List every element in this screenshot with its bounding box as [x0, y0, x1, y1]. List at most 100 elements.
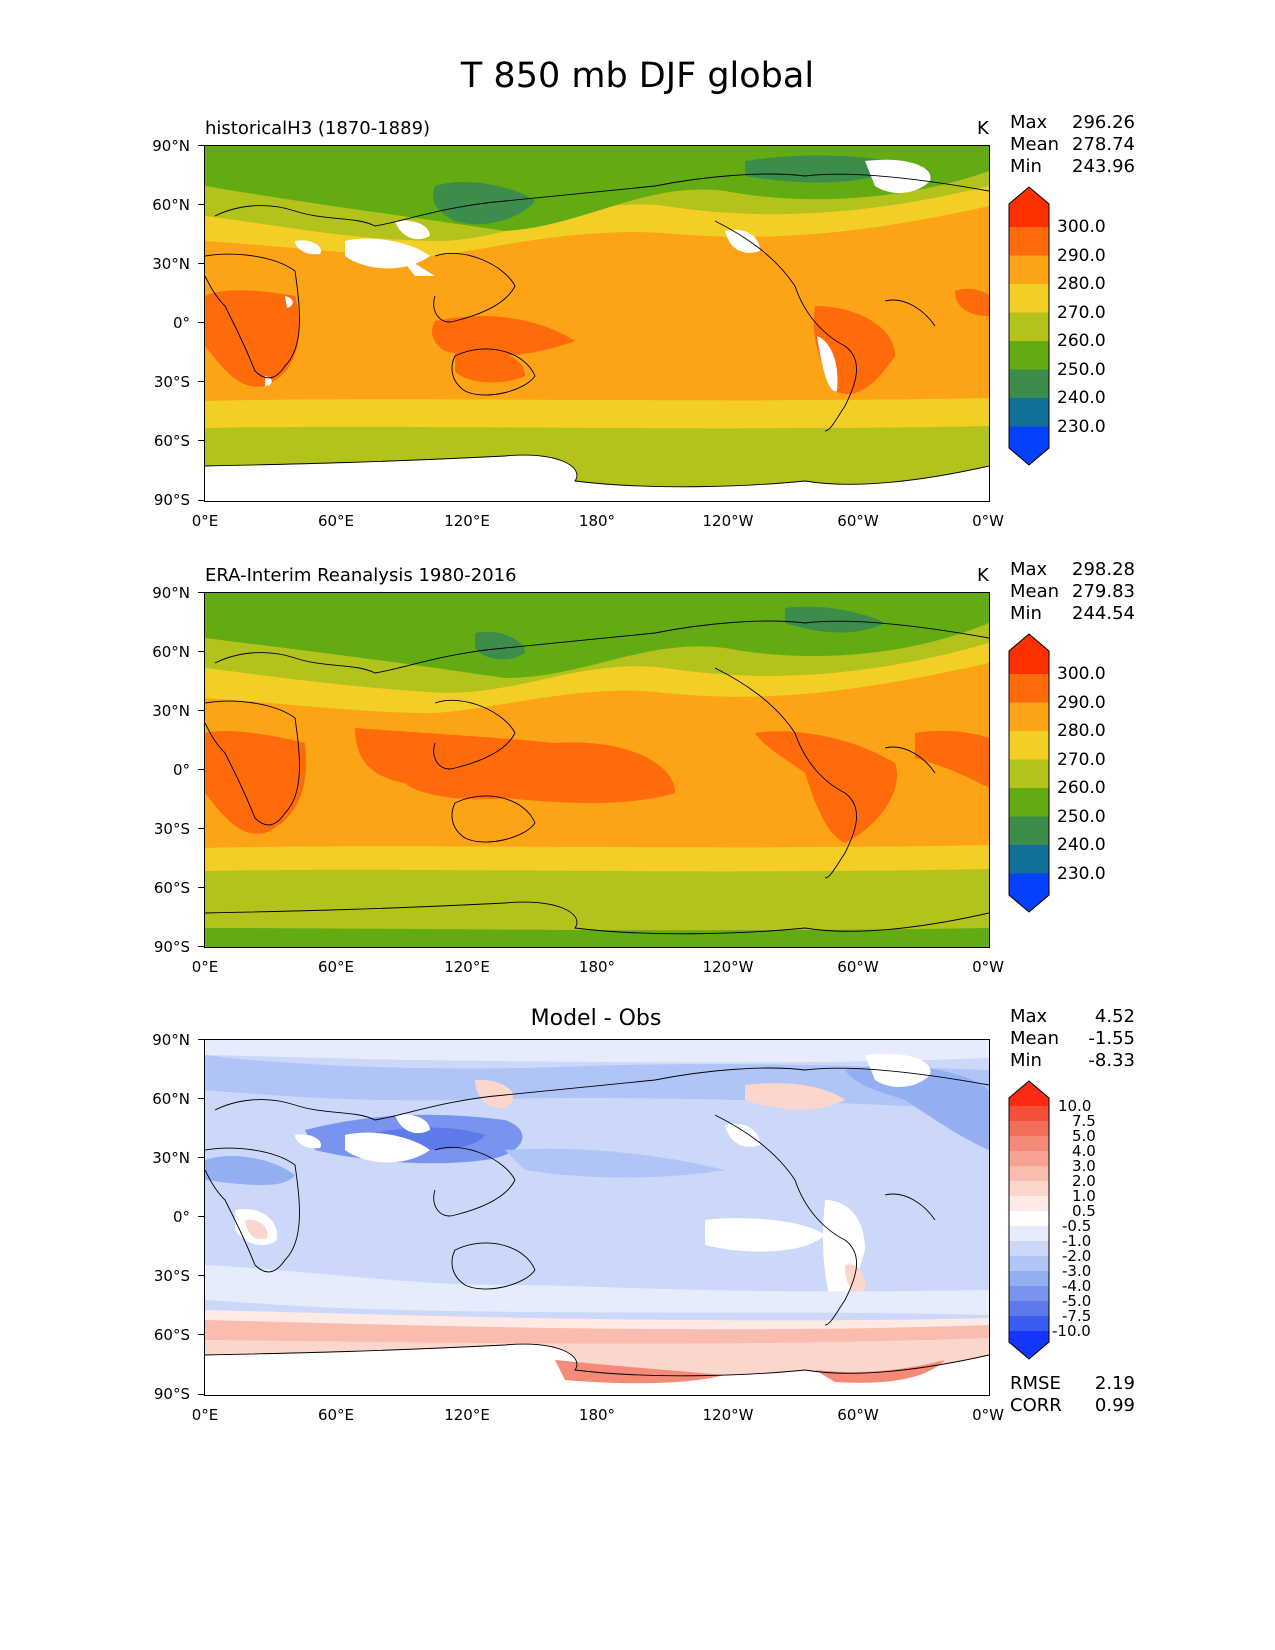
panel-3-lon-0w: 0°W	[972, 1406, 1004, 1424]
panel-1-map	[204, 145, 990, 502]
panel-3-cb-label: 10.0	[1058, 1097, 1092, 1115]
panel-3-cb-label: 4.0	[1072, 1142, 1096, 1160]
corr-value: 0.99	[1094, 1395, 1135, 1416]
panel-2-lat-90n: 90°N	[152, 584, 190, 602]
rmse-label: RMSE	[1010, 1373, 1061, 1394]
panel-2-cb-label: 230.0	[1057, 864, 1106, 884]
panel-2-cb-label: 270.0	[1057, 750, 1106, 770]
panel-1-cb-label: 290.0	[1057, 246, 1106, 266]
panel-2-lat-30n: 30°N	[152, 702, 190, 720]
panel-1-lat-0: 0°	[172, 314, 190, 332]
panel-2-lat-60s: 60°S	[153, 879, 190, 897]
panel-1-lat-90s: 90°S	[153, 491, 190, 509]
panel-1-cb-label: 300.0	[1057, 217, 1106, 237]
stat-min-label: Min	[1010, 156, 1042, 177]
panel-2-cb-label: 240.0	[1057, 835, 1106, 855]
stat-min-label: Min	[1010, 603, 1042, 624]
panel-1-lon-60e: 60°E	[317, 512, 355, 530]
panel-2-lat-30s: 30°S	[153, 820, 190, 838]
panel-1-stats: Max 296.26 Mean 278.74 Min 243.96	[1010, 112, 1135, 178]
panel-1-lat-60n: 60°N	[152, 196, 190, 214]
panel-1-lat-30s: 30°S	[153, 373, 190, 391]
panel-3-lon-0e: 0°E	[191, 1406, 219, 1424]
panel-2-lon-60e: 60°E	[317, 958, 355, 976]
panel-3-cb-label: -4.0	[1062, 1277, 1092, 1295]
panel-2-title: ERA-Interim Reanalysis 1980-2016	[205, 565, 517, 586]
panel-3-lat-30n: 30°N	[152, 1149, 190, 1167]
stat-max-value: 298.28	[1072, 559, 1135, 580]
stat-max-label: Max	[1010, 1006, 1048, 1027]
panel-1-lon-0w: 0°W	[972, 512, 1004, 530]
panel-1-lat-30n: 30°N	[152, 255, 190, 273]
rmse-value: 2.19	[1094, 1373, 1135, 1394]
panel-1-cb-label: 250.0	[1057, 360, 1106, 380]
stat-max-label: Max	[1010, 112, 1048, 133]
panel-2-lon-0e: 0°E	[191, 958, 219, 976]
stat-max-value: 4.52	[1094, 1006, 1135, 1027]
panel-3-cb-label: 5.0	[1072, 1127, 1096, 1145]
panel-1-cb-label: 270.0	[1057, 303, 1106, 323]
stat-mean-value: -1.55	[1088, 1028, 1135, 1049]
panel-3-cb-label: 3.0	[1072, 1157, 1096, 1175]
panel-1-cb-label: 240.0	[1057, 388, 1106, 408]
panel-2-lat-90s: 90°S	[153, 938, 190, 956]
figure-title: T 850 mb DJF global	[460, 56, 815, 96]
panel-1-lon-0e: 0°E	[191, 512, 219, 530]
panel-2-lon-60w: 60°W	[837, 958, 879, 976]
panel-2-cb-label: 260.0	[1057, 778, 1106, 798]
panel-2-map	[204, 592, 990, 948]
panel-1-cb-label: 260.0	[1057, 331, 1106, 351]
panel-3-lon-60w: 60°W	[837, 1406, 879, 1424]
panel-3-lon-180: 180°	[578, 1406, 616, 1424]
panel-3-cb-label: -2.0	[1062, 1247, 1092, 1265]
panel-3-stats: Max 4.52 Mean -1.55 Min -8.33	[1010, 1006, 1135, 1072]
panel-1-lon-120e: 120°E	[444, 512, 490, 530]
stat-min-value: -8.33	[1088, 1050, 1135, 1071]
panel-2-lat-0: 0°	[172, 761, 190, 779]
stat-max-value: 296.26	[1072, 112, 1135, 133]
panel-3-lat-0: 0°	[172, 1208, 190, 1226]
stat-max-label: Max	[1010, 559, 1048, 580]
panel-3-cb-label: -0.5	[1062, 1217, 1092, 1235]
panel-2-colorbar	[1008, 633, 1050, 913]
panel-3-lat-60n: 60°N	[152, 1090, 190, 1108]
panel-3-lat-30s: 30°S	[153, 1267, 190, 1285]
panel-2-lon-180: 180°	[578, 958, 616, 976]
panel-2-lon-120w: 120°W	[702, 958, 754, 976]
panel-3-cb-label: -5.0	[1062, 1292, 1092, 1310]
panel-1-lat-60s: 60°S	[153, 432, 190, 450]
stat-mean-label: Mean	[1010, 581, 1060, 602]
panel-1-cb-label: 230.0	[1057, 417, 1106, 437]
panel-2-lat-60n: 60°N	[152, 643, 190, 661]
panel-3-lon-120e: 120°E	[444, 1406, 490, 1424]
panel-3-lat-60s: 60°S	[153, 1326, 190, 1344]
panel-1-cb-label: 280.0	[1057, 274, 1106, 294]
panel-2-cb-label: 250.0	[1057, 807, 1106, 827]
panel-2-lon-0w: 0°W	[972, 958, 1004, 976]
stat-min-value: 243.96	[1072, 156, 1135, 177]
stat-mean-value: 278.74	[1072, 134, 1135, 155]
panel-2-lon-120e: 120°E	[444, 958, 490, 976]
panel-3-cb-label: -7.5	[1062, 1307, 1092, 1325]
panel-2-units: K	[977, 565, 989, 586]
panel-2-cb-label: 290.0	[1057, 693, 1106, 713]
panel-3-cb-label: 0.5	[1072, 1202, 1096, 1220]
panel-3-cb-label: -1.0	[1062, 1232, 1092, 1250]
panel-3-cb-label: 1.0	[1072, 1187, 1096, 1205]
panel-3-scores: RMSE 2.19 CORR 0.99	[1010, 1373, 1135, 1417]
panel-3-cb-label: 2.0	[1072, 1172, 1096, 1190]
panel-3-lat-90s: 90°S	[153, 1385, 190, 1403]
panel-2-stats: Max 298.28 Mean 279.83 Min 244.54	[1010, 559, 1135, 625]
panel-1-title: historicalH3 (1870-1889)	[205, 118, 431, 139]
stat-mean-label: Mean	[1010, 134, 1060, 155]
panel-3-cb-label: 7.5	[1072, 1112, 1096, 1130]
stat-mean-label: Mean	[1010, 1028, 1060, 1049]
panel-3-cb-label: -10.0	[1052, 1322, 1091, 1340]
panel-3-colorbar	[1008, 1080, 1050, 1360]
panel-1-lat-90n: 90°N	[152, 137, 190, 155]
panel-3-lon-60e: 60°E	[317, 1406, 355, 1424]
corr-label: CORR	[1010, 1395, 1062, 1416]
panel-3-title: Model - Obs	[530, 1006, 662, 1031]
panel-1-lon-60w: 60°W	[837, 512, 879, 530]
panel-1-units: K	[977, 118, 989, 139]
